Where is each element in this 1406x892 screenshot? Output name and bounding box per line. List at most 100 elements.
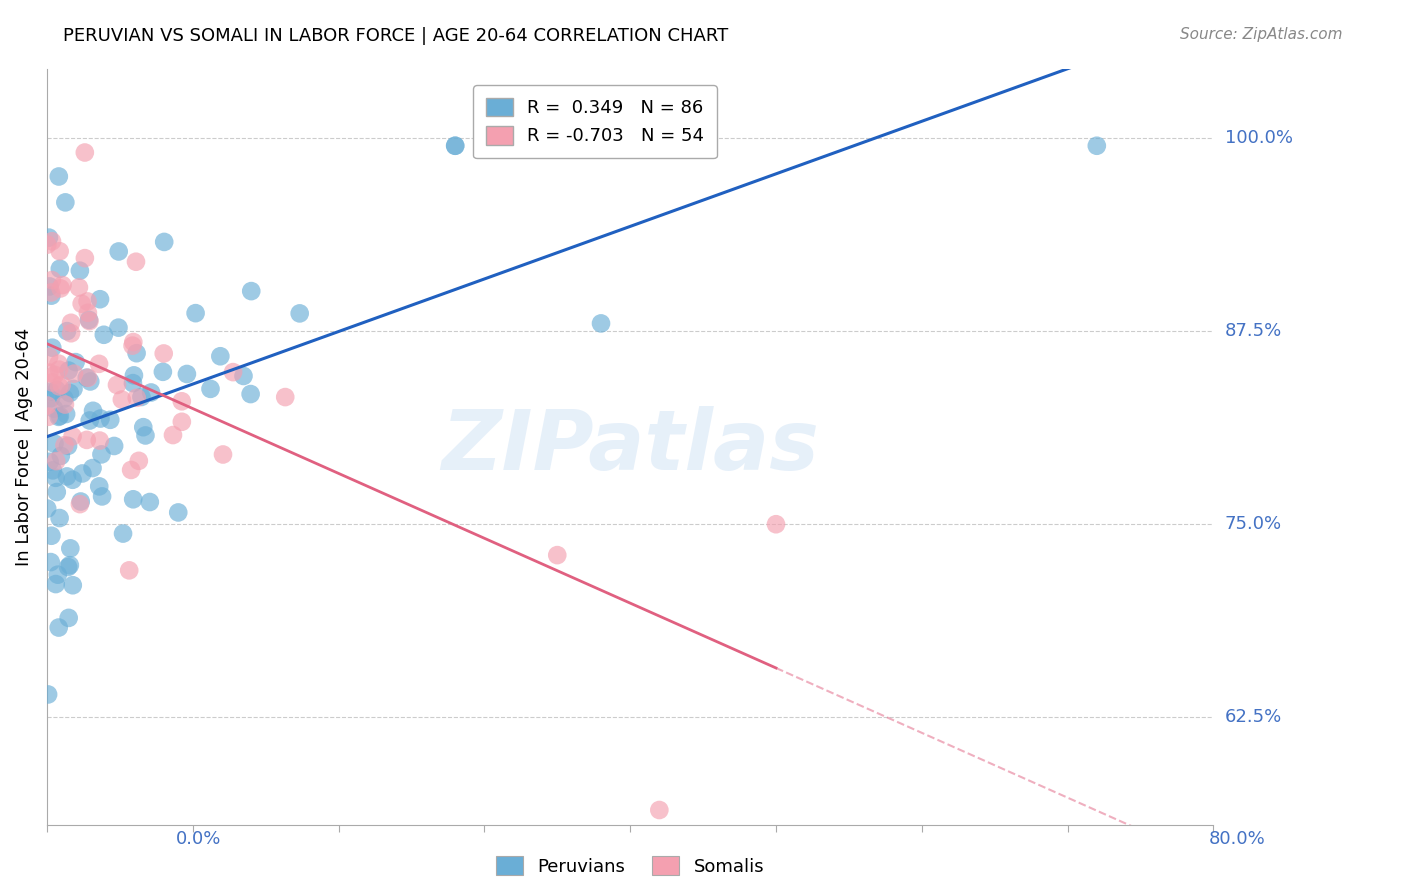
Point [105,378,128,392]
Point [45,383,67,397]
Point [56,469,79,483]
Point [48,409,70,424]
Point [38,366,60,380]
Point [55,407,77,421]
Point [39,384,62,399]
Point [98,413,121,427]
Point [82,404,104,418]
Point [111,392,134,407]
Point [42,463,65,477]
Point [56,324,79,338]
Point [89,292,111,306]
Point [48,621,70,635]
Point [222,365,245,379]
Point [288,306,311,320]
Point [125,254,148,268]
Point [41,341,63,355]
Point [90,447,112,461]
Point [209,349,232,363]
Point [45,577,67,591]
Point [39,391,62,405]
Point [44,436,66,450]
Point [46,567,69,582]
Point [77,306,100,320]
Point [200,382,222,396]
Point [48,169,70,184]
Point [58,611,80,625]
Point [48,362,70,376]
Point [122,334,145,349]
Point [122,368,145,383]
Point [239,387,262,401]
Point [89,434,111,448]
Point [103,439,125,453]
Point [167,505,190,519]
Point [134,428,156,442]
Point [38,279,60,293]
Point [41,288,63,302]
Point [48,244,70,259]
Point [77,313,100,327]
Point [112,526,135,541]
Point [73,251,96,265]
Point [39,285,62,300]
Point [274,390,297,404]
Point [162,428,184,442]
Point [176,367,198,381]
Text: 80.0%: 80.0% [1209,830,1265,847]
Point [38,230,60,244]
Point [70,296,93,310]
Point [51,278,73,293]
Point [41,376,63,390]
Text: Source: ZipAtlas.com: Source: ZipAtlas.com [1180,27,1343,42]
Point [82,461,104,475]
Point [45,454,67,468]
Point [69,497,91,511]
Point [76,433,98,447]
Point [170,415,193,429]
Point [44,368,66,382]
Point [69,494,91,508]
Point [41,273,63,287]
Point [76,370,98,384]
Point [153,235,176,249]
Point [240,284,263,298]
Point [37,688,59,702]
Point [89,479,111,493]
Point [53,397,76,411]
Point [122,376,145,391]
Point [107,244,129,259]
Point [49,261,72,276]
Point [60,316,83,330]
Point [48,357,70,371]
Point [42,401,65,416]
Y-axis label: In Labor Force | Age 20-64: In Labor Force | Age 20-64 [15,328,32,566]
Point [72,467,94,481]
Point [79,314,101,328]
Point [125,391,148,405]
Point [62,578,84,592]
Point [37,501,59,516]
Text: 62.5%: 62.5% [1225,708,1282,726]
Point [65,355,87,369]
Point [49,409,72,423]
Point [89,411,111,425]
Point [212,448,235,462]
Point [184,306,207,320]
Point [63,367,86,381]
Point [51,378,73,392]
Point [444,138,467,153]
Legend: R =  0.349   N = 86, R = -0.703   N = 54: R = 0.349 N = 86, R = -0.703 N = 54 [474,85,717,158]
Point [77,371,100,385]
Text: 0.0%: 0.0% [176,830,221,847]
Point [62,473,84,487]
Point [41,234,63,248]
Point [132,420,155,434]
Point [765,517,787,532]
Point [41,529,63,543]
Text: 87.5%: 87.5% [1225,322,1282,340]
Point [1085,138,1108,153]
Point [152,365,174,379]
Point [589,317,612,331]
Point [56,439,79,453]
